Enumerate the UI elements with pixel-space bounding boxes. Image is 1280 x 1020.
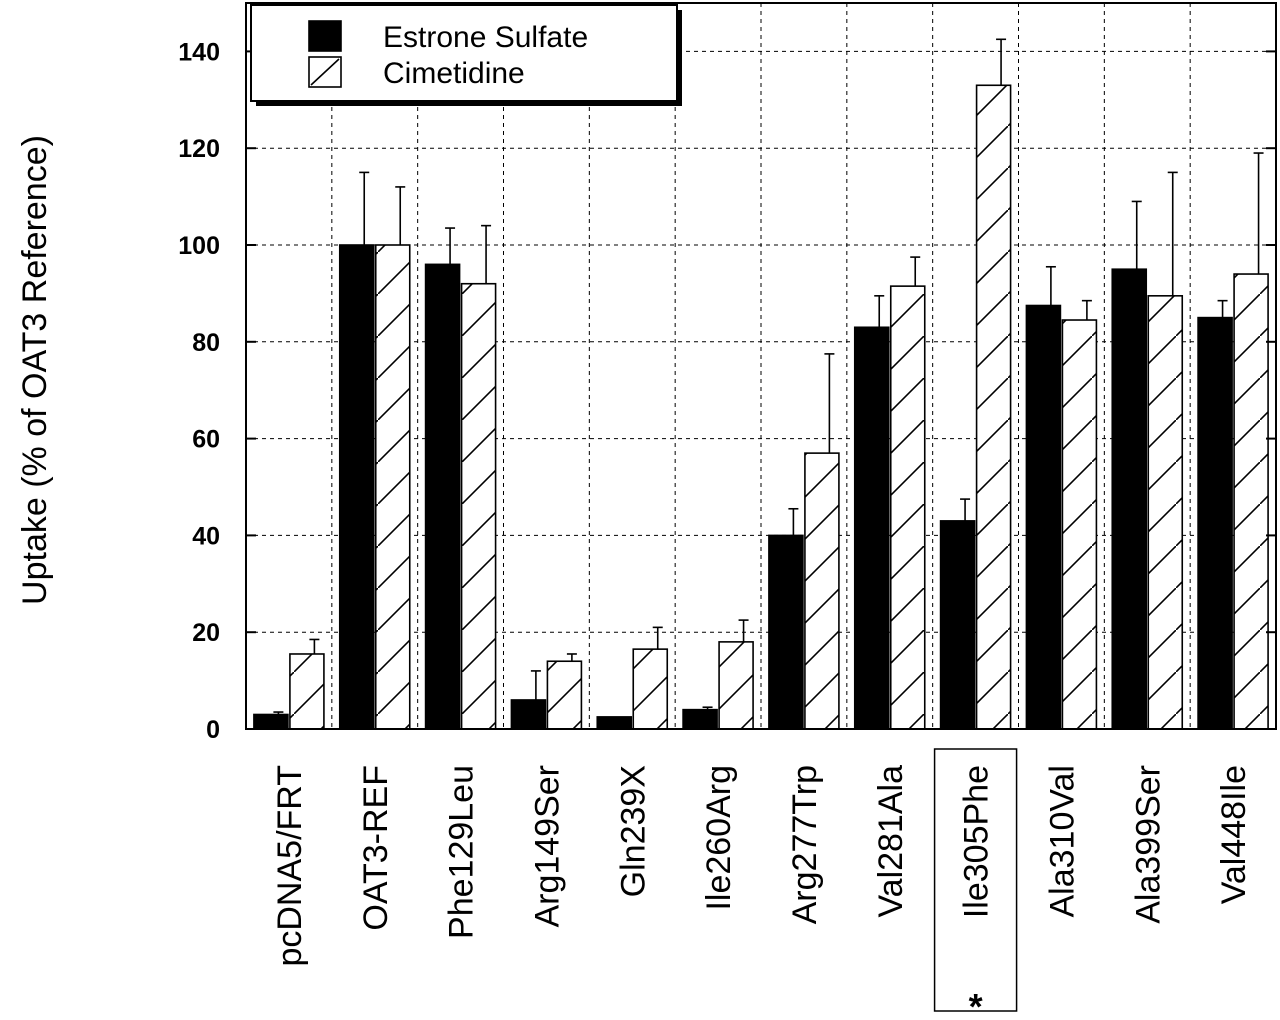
bar-cimetidine: [718, 641, 754, 730]
y-tick-label: 60: [192, 426, 220, 454]
bar-cimetidine: [1061, 319, 1098, 730]
x-category-label: Val281Ala: [872, 765, 910, 918]
bar-estrone-sulfate: [424, 263, 461, 730]
legend-label: Cimetidine: [383, 57, 525, 90]
bar-estrone-sulfate: [1025, 304, 1062, 730]
bar-estrone-sulfate: [510, 699, 547, 730]
y-tick-label: 20: [192, 619, 220, 647]
bar-estrone-sulfate: [253, 713, 289, 730]
x-category-label: OAT3-REF: [357, 765, 395, 931]
x-category-label: Ala399Ser: [1129, 765, 1167, 924]
x-category-label: Val448Ile: [1215, 765, 1253, 904]
x-category-label: Ile305Phe: [958, 765, 996, 918]
bar-cimetidine: [546, 660, 583, 730]
bar-cimetidine: [632, 648, 669, 730]
bar-cimetidine: [374, 244, 411, 730]
bar-estrone-sulfate: [596, 716, 633, 730]
bar-estrone-sulfate: [853, 326, 890, 730]
bar-cimetidine: [1147, 295, 1184, 730]
bar-estrone-sulfate: [682, 708, 718, 730]
y-tick-label: 140: [178, 38, 220, 66]
labels: 0 20 40 60 80 100 120 140 pcDNA5/FRT OAT3-REF Phe1…: [16, 38, 1253, 1020]
legend-swatch-hatch: [310, 58, 340, 86]
x-category-label: Phe129Leu: [443, 765, 481, 939]
legend-label: Estrone Sulfate: [383, 21, 588, 54]
bar-cimetidine: [889, 285, 926, 730]
y-axis-label: Uptake (% of OAT3 Reference): [16, 135, 54, 605]
y-tick-label: 40: [192, 522, 220, 550]
x-category-label: pcDNA5/FRT: [271, 765, 309, 967]
bar-cimetidine: [804, 452, 840, 730]
bar-estrone-sulfate: [1111, 268, 1148, 730]
bar-estrone-sulfate: [1197, 316, 1233, 730]
x-category-label: Ala310Val: [1043, 765, 1081, 918]
y-tick-label: 0: [206, 716, 220, 744]
y-tick-label: 100: [178, 232, 220, 260]
bar-estrone-sulfate: [768, 534, 804, 730]
bar-cimetidine: [289, 653, 325, 730]
x-category-label: Arg149Ser: [528, 765, 566, 928]
highlight-box: [933, 748, 1018, 1012]
legend-swatch-estrone-sulfate: [308, 20, 342, 52]
plot-frame: [245, 2, 1277, 730]
x-category-label: Ile260Arg: [700, 765, 738, 911]
y-tick-label: 120: [178, 135, 220, 163]
axes: [245, 2, 1277, 730]
bar-estrone-sulfate: [338, 244, 375, 730]
x-category-label: Gln239X: [614, 765, 652, 897]
bar-cimetidine: [975, 84, 1012, 730]
y-tick-label: 80: [192, 329, 220, 357]
bar-estrone-sulfate: [939, 520, 976, 730]
significance-marker: *: [969, 986, 983, 1015]
bar-cimetidine: [460, 282, 497, 730]
bar-cimetidine: [1233, 273, 1269, 730]
x-category-label: Arg277Trp: [786, 765, 824, 924]
